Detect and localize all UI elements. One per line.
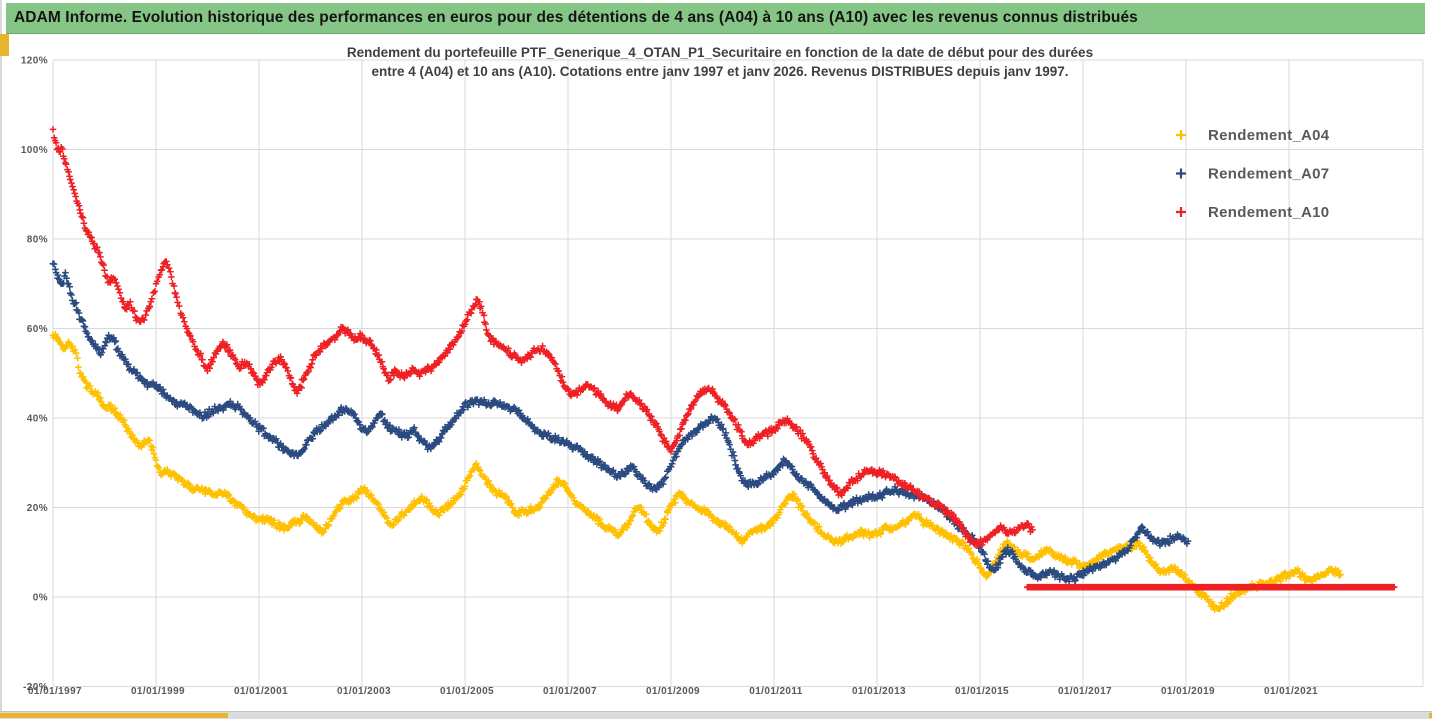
series-flat-run-rendement_a10 <box>1024 583 1398 591</box>
y-axis-tick-label: 0% <box>33 593 48 604</box>
x-axis-tick-label: 01/01/2005 <box>440 686 494 697</box>
window-left-border <box>0 0 2 712</box>
y-axis-tick-label: 20% <box>27 503 48 514</box>
y-axis-tick-label: 100% <box>21 145 48 156</box>
x-axis-tick-label: 01/01/2021 <box>1264 686 1318 697</box>
x-axis-labels: 01/01/1997 01/01/1999 01/01/2001 01/01/2003… <box>28 686 1318 697</box>
x-axis-tick-label: 01/01/2017 <box>1058 686 1112 697</box>
legend-item-a04[interactable]: Rendement_A04 <box>1176 127 1330 144</box>
y-axis-tick-label: 40% <box>27 414 48 425</box>
chart-legend: Rendement_A04 Rendement_A07 Rendement_A1… <box>1176 127 1330 221</box>
series-points-rendement_a10 <box>49 126 1036 549</box>
x-axis-tick-label: 01/01/1997 <box>28 686 82 697</box>
x-axis-tick-label: 01/01/2019 <box>1161 686 1215 697</box>
y-axis-tick-label: 60% <box>27 324 48 335</box>
y-axis-tick-label: -20% <box>23 682 48 693</box>
legend-label-a04: Rendement_A04 <box>1208 127 1330 144</box>
x-axis-tick-label: 01/01/1999 <box>131 686 185 697</box>
bottom-scrollbar[interactable] <box>0 711 1432 719</box>
legend-item-a07[interactable]: Rendement_A07 <box>1176 166 1329 183</box>
x-axis-tick-label: 01/01/2009 <box>646 686 700 697</box>
x-axis-tick-label: 01/01/2003 <box>337 686 391 697</box>
gold-corner-tab <box>0 34 9 56</box>
y-axis-labels: -20% 0% 20% 40% 60% 80% 100% 120% <box>21 56 48 694</box>
window-header: ADAM Informe. Evolution historique des p… <box>6 3 1425 34</box>
plus-marker-icon-a04 <box>1176 130 1186 140</box>
legend-item-a10[interactable]: Rendement_A10 <box>1176 204 1329 221</box>
plus-marker-icon-a07 <box>1176 168 1186 179</box>
y-axis-tick-label: 120% <box>21 56 48 67</box>
legend-label-a07: Rendement_A07 <box>1208 166 1329 183</box>
series-layer <box>49 126 1398 613</box>
chart-title-line1: Rendement du portefeuille PTF_Generique_… <box>347 45 1093 60</box>
x-axis-tick-label: 01/01/2007 <box>543 686 597 697</box>
x-axis-tick-label: 01/01/2011 <box>749 686 803 697</box>
page-title: ADAM Informe. Evolution historique des p… <box>14 9 1138 26</box>
x-axis-tick-label: 01/01/2015 <box>955 686 1009 697</box>
chart-title-line2: entre 4 (A04) et 10 ans (A10). Cotations… <box>371 64 1068 79</box>
x-axis-tick-label: 01/01/2001 <box>234 686 288 697</box>
scrollbar-thumb[interactable] <box>0 713 228 718</box>
chart-gridlines <box>52 59 1424 687</box>
scrollbar-right-nub <box>1429 713 1432 718</box>
series-points-rendement_a04 <box>49 330 1344 613</box>
x-axis-tick-label: 01/01/2013 <box>852 686 906 697</box>
y-axis-tick-label: 80% <box>27 235 48 246</box>
plus-marker-icon-a10 <box>1176 207 1186 217</box>
legend-label-a10: Rendement_A10 <box>1208 204 1329 221</box>
